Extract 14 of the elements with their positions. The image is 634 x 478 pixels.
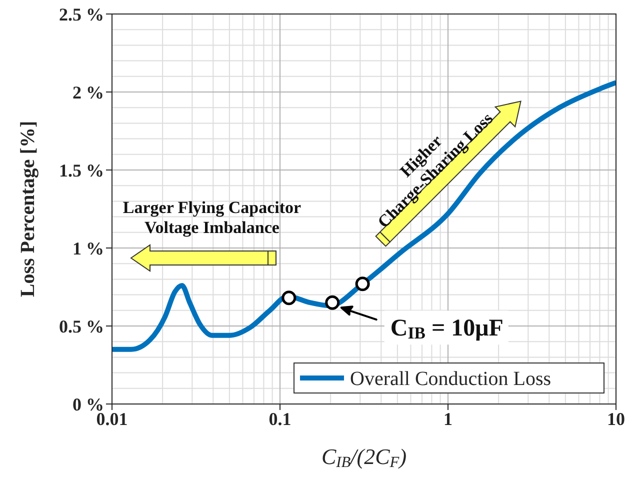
- x-tick-label: 0.1: [268, 408, 292, 429]
- y-axis-title: Loss Percentage [%]: [17, 120, 39, 298]
- legend-label: Overall Conduction Loss: [350, 368, 552, 390]
- annotation: C$_{IB}$ = 10μF: [390, 316, 504, 343]
- y-tick-label: 2 %: [72, 82, 104, 102]
- annotation: Larger Flying Capacitor Voltage Imbalance: [122, 198, 302, 237]
- y-tick-label: 0.5 %: [59, 316, 104, 336]
- y-tick-label: 0 %: [72, 394, 104, 414]
- x-axis-title: C$_{IB}$/(2C$_{F}$): [321, 444, 407, 471]
- y-tick-label: 1 %: [72, 238, 104, 258]
- x-tick-label: 10: [607, 408, 625, 429]
- y-tick-label: 1.5 %: [59, 160, 104, 180]
- y-tick-label: 2.5 %: [59, 4, 104, 24]
- x-tick-label: 1: [444, 408, 452, 429]
